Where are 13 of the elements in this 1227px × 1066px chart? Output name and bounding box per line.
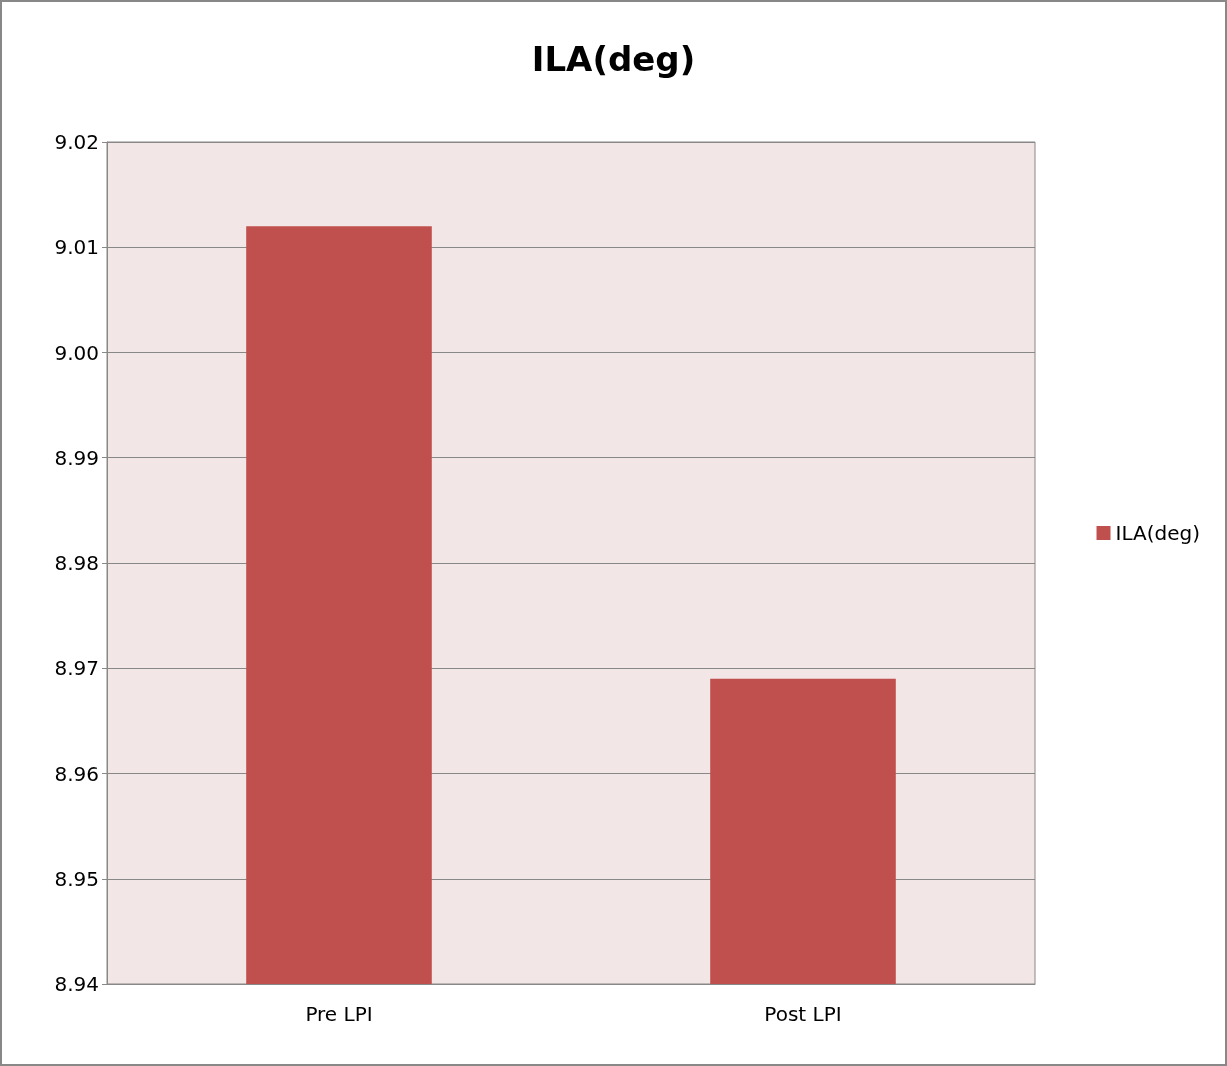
- y-tick-label: 8.95: [54, 866, 99, 891]
- y-tick-label: 8.98: [54, 551, 99, 575]
- y-tick-label: 8.94: [54, 972, 99, 996]
- chart-title: ILA(deg): [531, 39, 696, 79]
- y-tick-label: 9.02: [54, 130, 99, 154]
- y-tick-label: 8.96: [54, 761, 99, 786]
- y-tick-label: 9.00: [54, 340, 99, 365]
- y-tick-label: 8.99: [54, 445, 99, 470]
- x-tick-label: Pre LPI: [305, 1002, 373, 1026]
- y-tick-label: 9.01: [54, 235, 99, 260]
- legend-label: ILA(deg): [1115, 521, 1200, 545]
- x-tick-label: Post LPI: [764, 1002, 842, 1026]
- y-tick-label: 8.97: [54, 656, 99, 681]
